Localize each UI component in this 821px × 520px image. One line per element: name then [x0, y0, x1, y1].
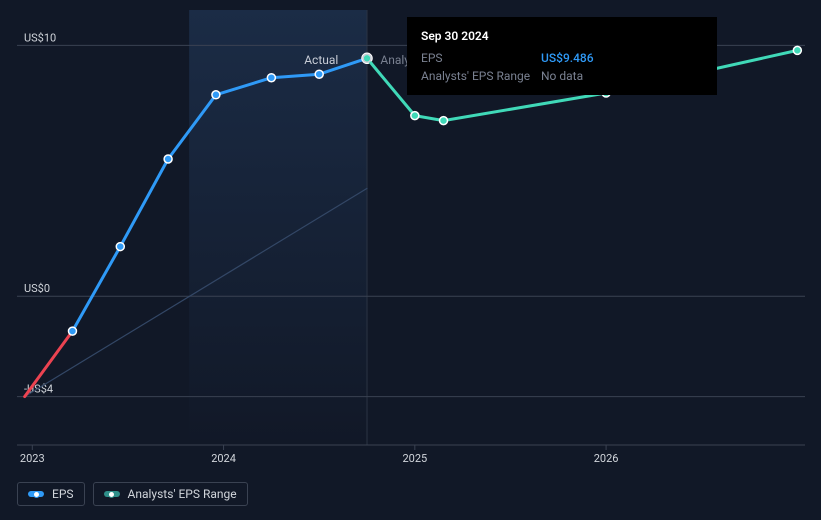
svg-text:2023: 2023	[20, 452, 45, 465]
chart-legend: EPS Analysts' EPS Range	[17, 482, 248, 506]
legend-swatch-range	[104, 491, 120, 497]
tooltip-value-eps: US$9.486	[541, 49, 594, 67]
svg-text:2024: 2024	[211, 452, 236, 465]
svg-text:US$0: US$0	[24, 282, 50, 295]
svg-text:2026: 2026	[594, 452, 619, 465]
legend-label-range: Analysts' EPS Range	[128, 487, 237, 501]
legend-item-range[interactable]: Analysts' EPS Range	[93, 482, 248, 506]
tooltip-value-range: No data	[541, 67, 583, 85]
svg-text:2025: 2025	[402, 452, 427, 465]
legend-label-eps: EPS	[52, 487, 74, 501]
tooltip-date: Sep 30 2024	[421, 27, 703, 45]
eps-chart: -US$4US$0US$102023202420252026ActualAnal…	[0, 0, 821, 520]
svg-text:Actual: Actual	[304, 53, 338, 67]
legend-swatch-eps	[28, 491, 44, 497]
legend-item-eps[interactable]: EPS	[17, 482, 85, 506]
svg-text:US$10: US$10	[24, 31, 56, 44]
tooltip-row-eps: EPS US$9.486	[421, 49, 703, 67]
tooltip-row-range: Analysts' EPS Range No data	[421, 67, 703, 85]
tooltip-label-range: Analysts' EPS Range	[421, 67, 541, 85]
tooltip-label-eps: EPS	[421, 49, 541, 67]
chart-tooltip: Sep 30 2024 EPS US$9.486 Analysts' EPS R…	[407, 17, 717, 95]
